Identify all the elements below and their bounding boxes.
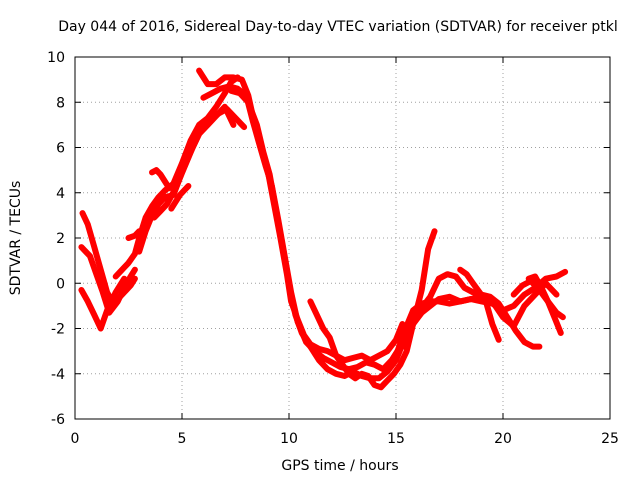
series-line-pass-6 xyxy=(151,106,248,221)
y-tick-label: 0 xyxy=(56,276,65,292)
series-line-pass-11 xyxy=(228,87,412,382)
series-line-pass-19 xyxy=(125,228,143,241)
axes: 0 5 10 15 20 25 -6 -4 -2 0 2 4 6 8 10 xyxy=(47,50,619,447)
y-tick-label: 6 xyxy=(56,141,65,157)
series-line-pass-1 xyxy=(78,275,128,332)
x-tick-label: 10 xyxy=(280,431,298,447)
y-tick-label: 4 xyxy=(56,186,65,202)
y-tick-label: 2 xyxy=(56,231,65,247)
y-tick-label: -4 xyxy=(51,367,65,383)
x-axis-label: GPS time / hours xyxy=(281,458,398,474)
series-line-pass-2 xyxy=(78,244,138,316)
x-tick-label: 5 xyxy=(178,431,187,447)
y-axis-label: SDTVAR / TECUs xyxy=(8,181,24,296)
chart-title: Day 044 of 2016, Sidereal Day-to-day VTE… xyxy=(58,19,618,35)
series-line-pass-5 xyxy=(136,103,237,255)
x-tick-label: 25 xyxy=(601,431,619,447)
series-line-pass-3 xyxy=(79,210,138,307)
series-line-pass-7 xyxy=(149,167,173,192)
series-line-pass-4 xyxy=(112,74,241,280)
x-tick-label: 0 xyxy=(71,431,80,447)
y-tick-label: 10 xyxy=(47,50,65,66)
x-tick-label: 20 xyxy=(494,431,512,447)
series-line-pass-18 xyxy=(525,273,564,336)
series-group xyxy=(78,67,569,391)
series-line-pass-14 xyxy=(401,280,560,350)
series-line-pass-8 xyxy=(168,183,192,212)
x-tick-label: 15 xyxy=(387,431,405,447)
series-line-pass-10 xyxy=(200,83,410,373)
y-tick-label: 8 xyxy=(56,95,65,111)
y-tick-label: -6 xyxy=(51,412,65,428)
y-tick-label: -2 xyxy=(51,322,65,338)
series-line-pass-16 xyxy=(457,266,502,343)
